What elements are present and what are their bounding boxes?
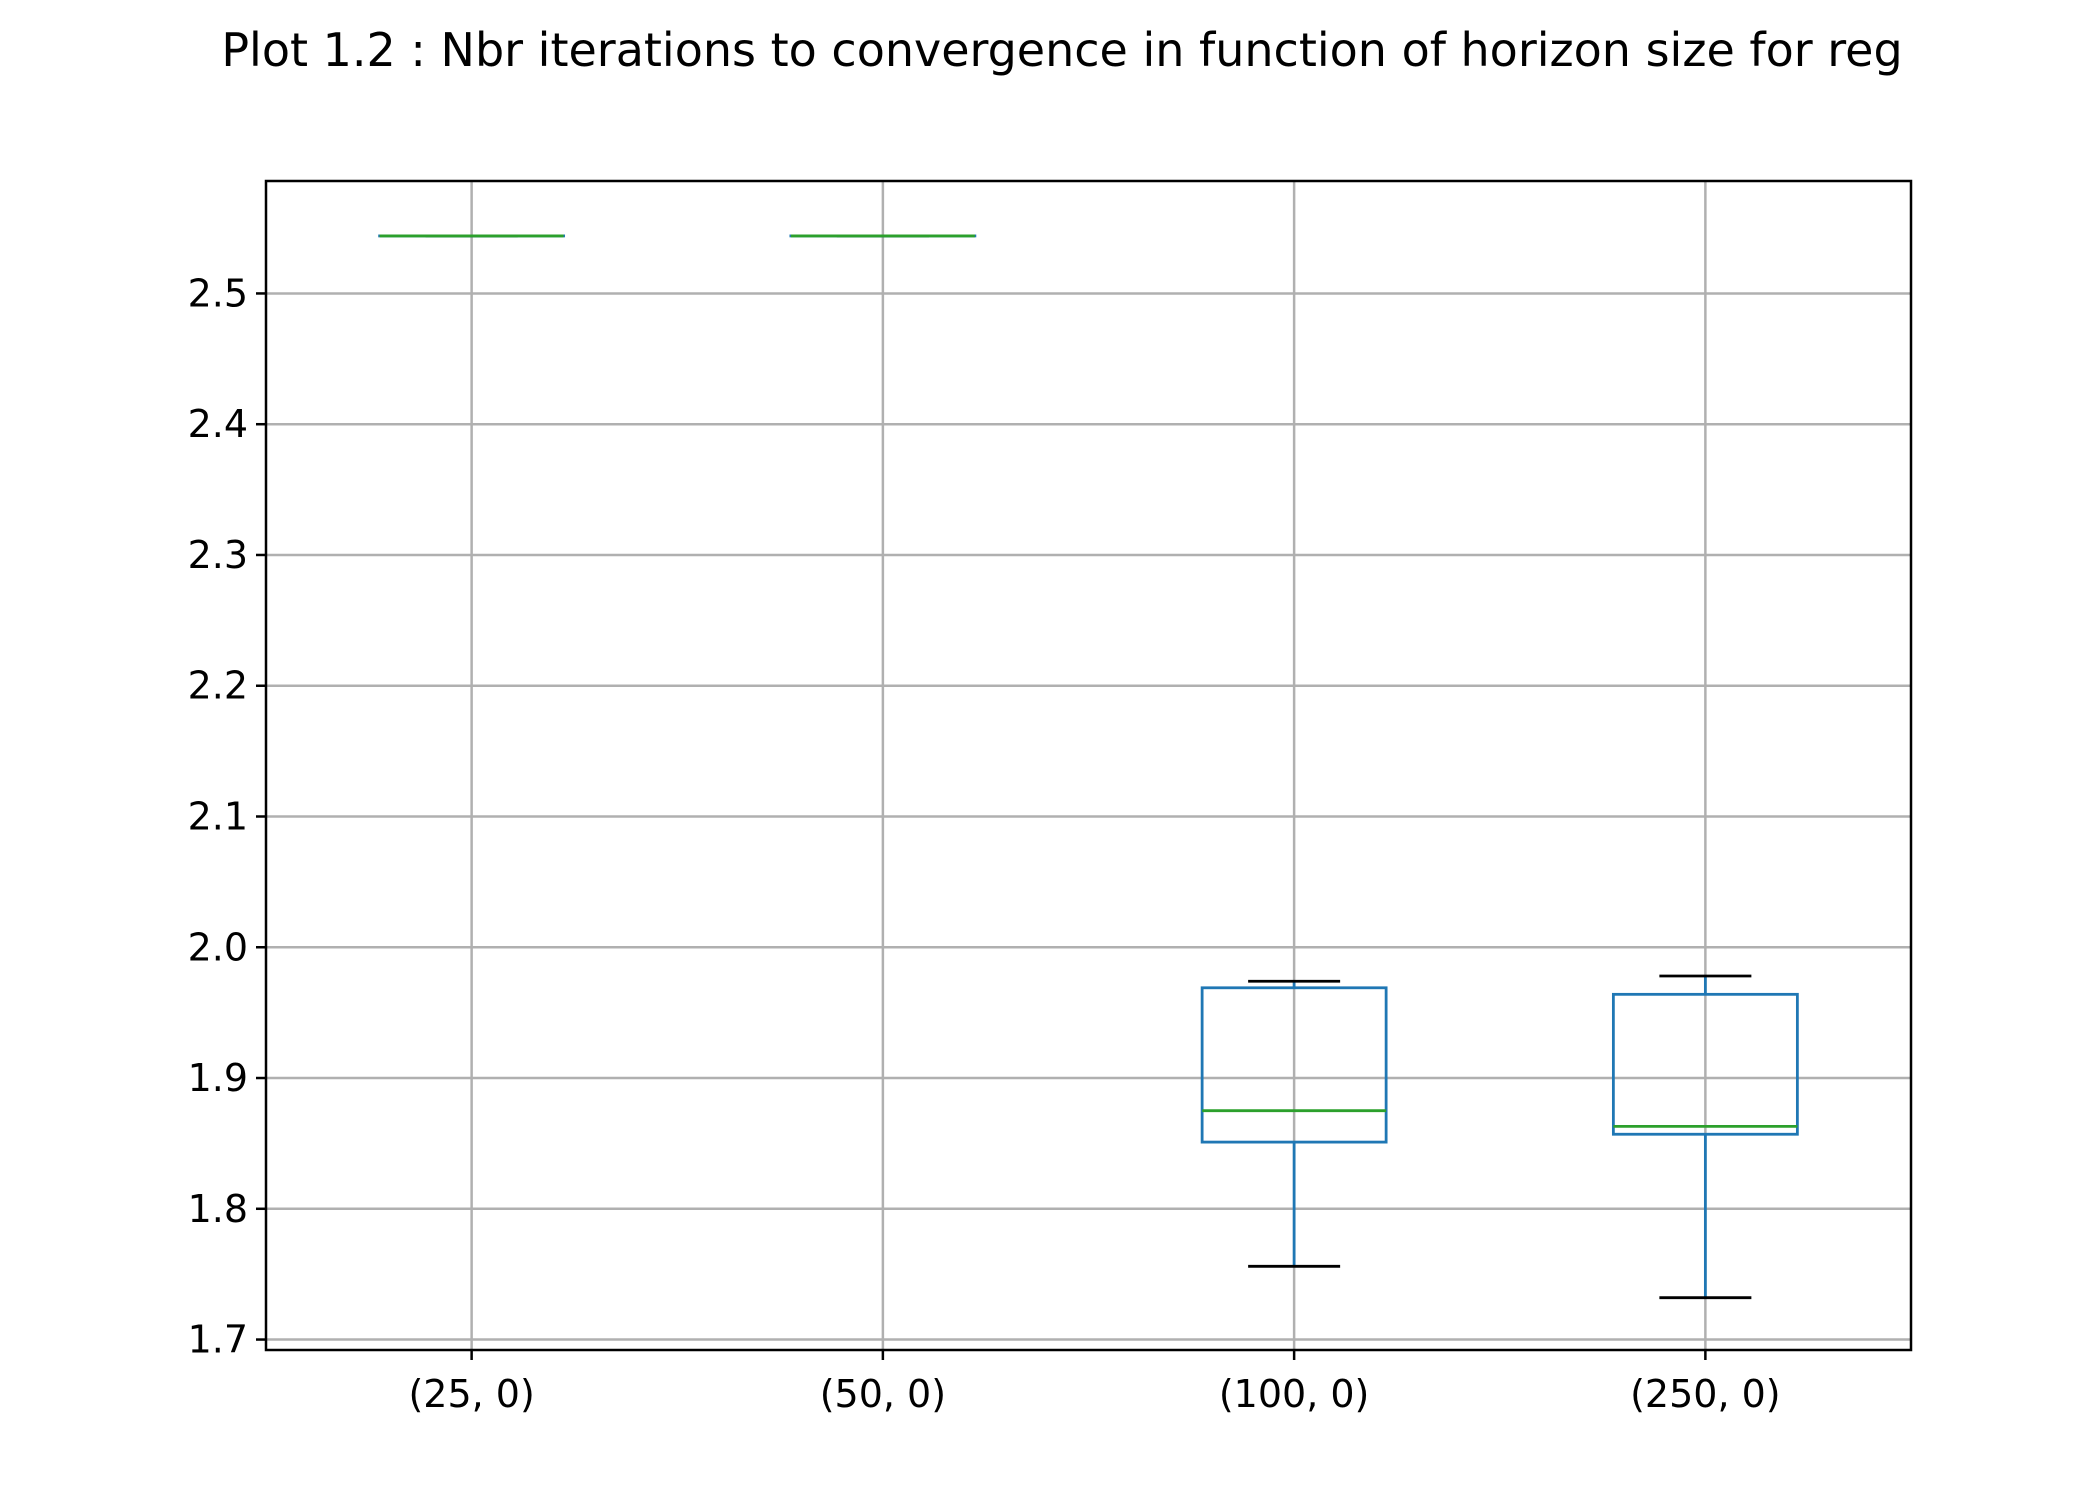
x-tick-label: (50, 0) [820,1372,946,1416]
y-tick-label: 2.2 [188,664,248,708]
plot-frame [264,179,1913,1352]
y-tick-label: 1.7 [188,1318,248,1362]
y-tick-label: 2.0 [188,925,248,969]
x-tick-label: (25, 0) [408,1372,534,1416]
tick-layer: 1.7 1.8 1.9 2.0 2.1 2.2 2.3 2.4 2.5 (25, 0) (50, 0… [188,271,1781,1416]
y-tick-label: 2.4 [188,402,248,446]
box-iqr [1200,986,1388,1144]
x-tick-label: (250, 0) [1630,1372,1781,1416]
y-tick-label: 2.1 [188,794,248,838]
y-tick-label: 2.5 [188,271,248,315]
box-layer [378,234,1799,1300]
y-tick-label: 2.3 [188,533,248,577]
y-tick-label: 1.9 [188,1056,248,1100]
box-group [1200,979,1388,1268]
box-iqr [1611,992,1799,1136]
chart-title: Plot 1.2 : Nbr iterations to convergence… [221,23,1902,77]
y-tick-label: 1.8 [188,1187,248,1231]
x-tick-label: (100, 0) [1219,1372,1370,1416]
box-group [1611,974,1799,1300]
